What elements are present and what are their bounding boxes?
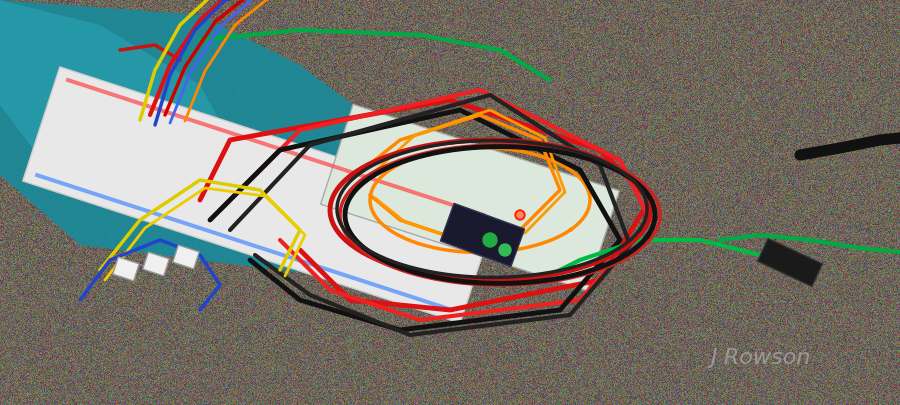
Circle shape <box>517 212 523 218</box>
Bar <box>440 203 525 266</box>
Bar <box>66 78 485 217</box>
Circle shape <box>483 233 497 247</box>
Polygon shape <box>0 0 420 275</box>
Bar <box>173 245 199 269</box>
Bar <box>35 173 455 312</box>
Circle shape <box>515 210 525 220</box>
Polygon shape <box>0 0 250 215</box>
Text: J Rowson: J Rowson <box>710 348 811 369</box>
Bar <box>320 104 619 291</box>
Bar <box>758 239 823 286</box>
Bar <box>143 252 169 276</box>
Circle shape <box>499 244 511 256</box>
Bar <box>112 257 140 281</box>
Bar <box>22 67 498 323</box>
